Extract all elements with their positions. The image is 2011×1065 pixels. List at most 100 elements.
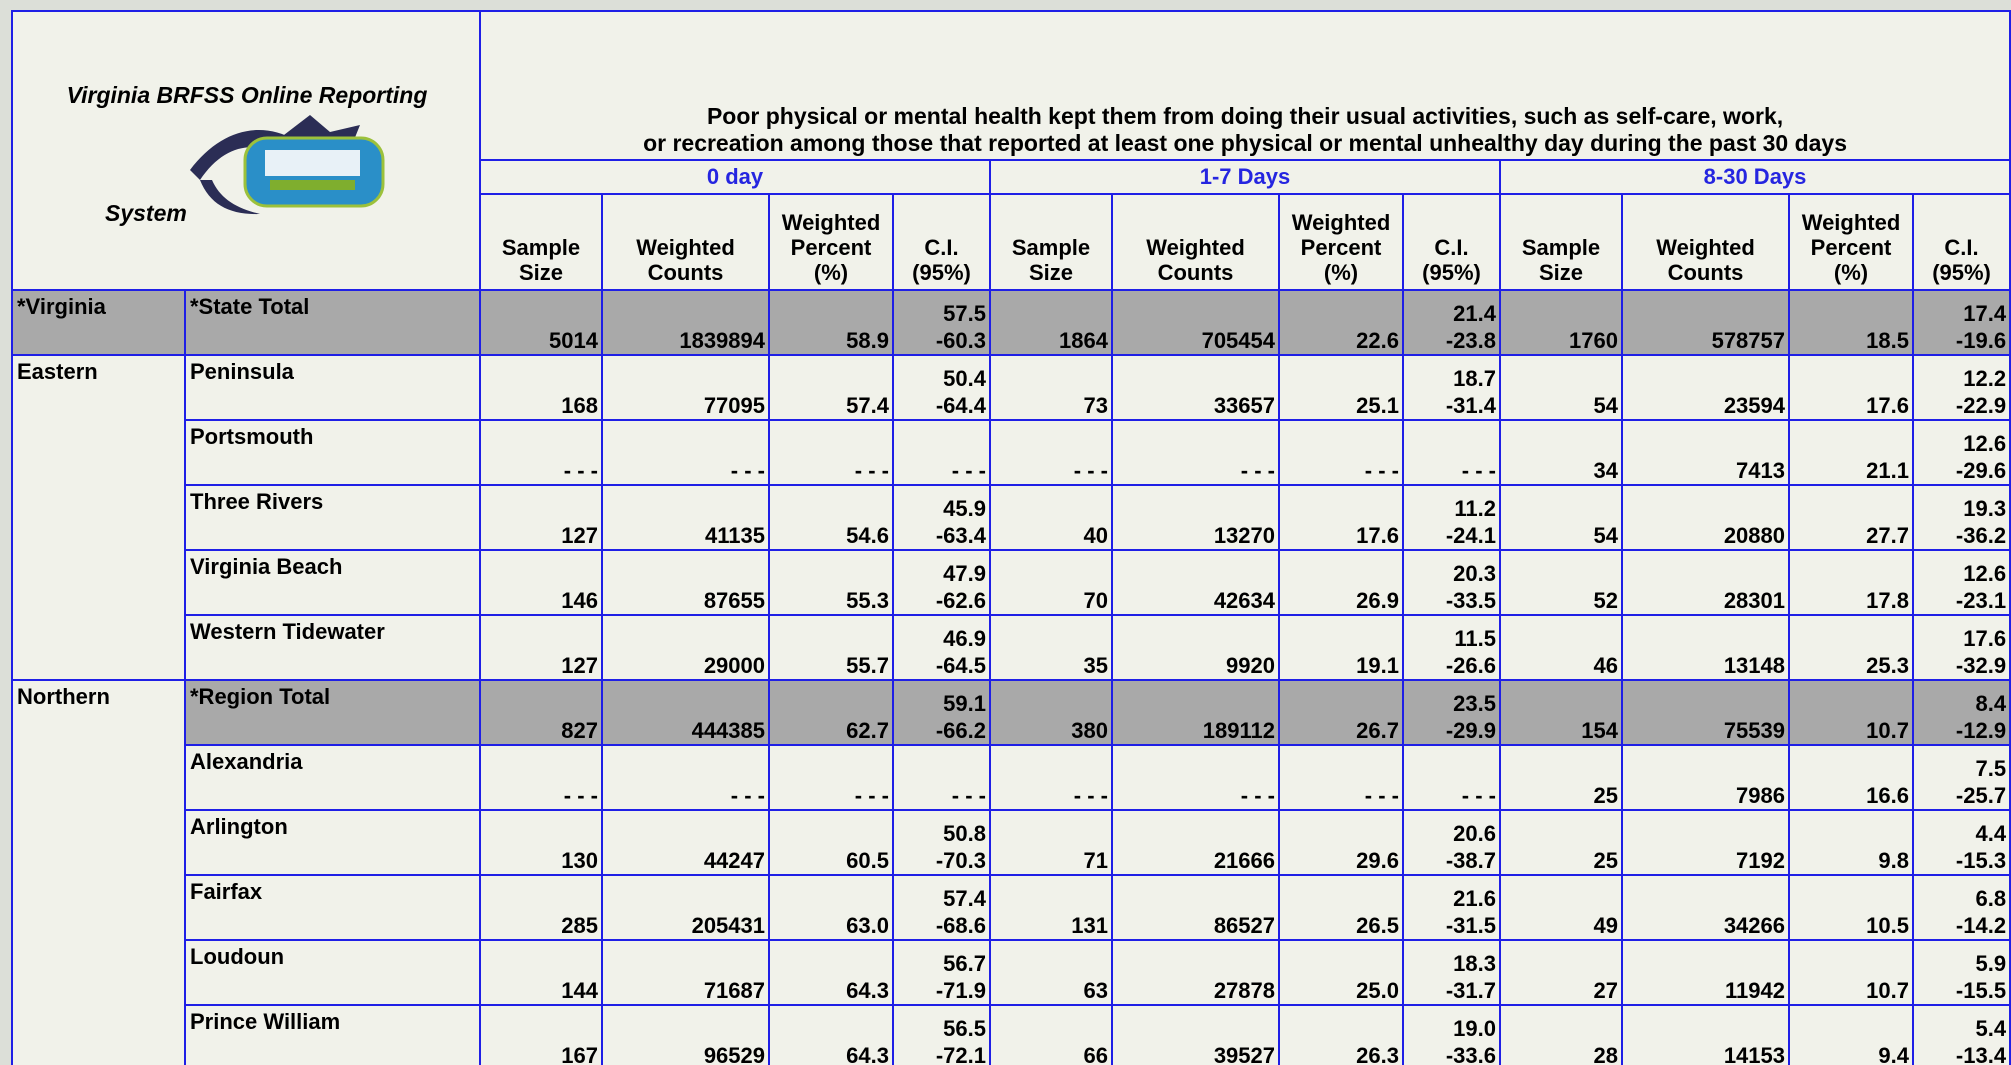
ci-cell: - - -: [892, 744, 991, 811]
column-header-line: Sample: [1521, 235, 1601, 260]
value-cell: 578757: [1621, 289, 1790, 356]
value-cell: 33657: [1111, 354, 1280, 421]
data-row: *Virginia *State Total 5014 1839894 58.9 57.5…: [11, 289, 2011, 356]
value-cell: - - -: [1111, 744, 1280, 811]
value-cell: 21666: [1111, 809, 1280, 876]
column-header-line: Weighted: [1291, 210, 1391, 235]
area-cell: Three Rivers: [184, 484, 481, 551]
report: Virginia BRFSS Online Reporting System P…: [11, 10, 2011, 1065]
column-header: Sample Size: [989, 192, 1113, 292]
data-row: Three Rivers 127 41135 54.6 45.9 -63.4 40 13270…: [12, 484, 2011, 551]
ci-cell: 7.5 -25.7: [1911, 744, 2011, 811]
value-cell: - - -: [1111, 419, 1280, 486]
value-cell: 73: [989, 354, 1113, 421]
value-cell: 26.7: [1278, 679, 1404, 746]
value-cell: 29.6: [1278, 809, 1404, 876]
area-cell: Loudoun: [184, 939, 481, 1006]
ci-cell: 19.0 -33.6: [1402, 1004, 1501, 1065]
value-cell: 49: [1499, 874, 1623, 941]
value-cell: 205431: [601, 874, 770, 941]
value-cell: 44247: [601, 809, 770, 876]
ci-line: 11.2: [1454, 496, 1496, 521]
column-header-line: Percent: [790, 235, 872, 260]
data-row: Northern *Region Total 827 444385 62.7 59.1 -6…: [11, 679, 2011, 1065]
column-header-line: (%): [1833, 260, 1869, 285]
value-cell: 27: [1499, 939, 1623, 1006]
ci-line: 7.5: [1975, 756, 2007, 781]
value-cell: 57.4: [768, 354, 894, 421]
ci-cell: 57.4 -68.6: [892, 874, 991, 941]
value-cell: 55.7: [768, 614, 894, 681]
value-cell: 63.0: [768, 874, 894, 941]
value-cell: 26.9: [1278, 549, 1404, 616]
ci-line: -72.1: [935, 1043, 986, 1065]
ci-line: 59.1: [943, 691, 986, 716]
column-header-line: Size: [1028, 260, 1074, 285]
system-title: Virginia BRFSS Online Reporting: [66, 82, 428, 108]
ci-line: -31.5: [1445, 913, 1496, 938]
ci-line: 19.0: [1453, 1016, 1496, 1041]
value-cell: 17.6: [1788, 354, 1914, 421]
region-cell: Eastern: [11, 354, 186, 681]
ci-line: -24.1: [1445, 523, 1496, 548]
column-header-line: (%): [1323, 260, 1359, 285]
ci-cell: 17.6 -32.9: [1911, 614, 2011, 681]
ci-line: 45.9: [943, 496, 986, 521]
column-header: Weighted Counts: [1621, 192, 1790, 292]
value-cell: 18.5: [1788, 289, 1914, 356]
ci-line: 21.6: [1453, 886, 1496, 911]
value-cell: 17.6: [1278, 484, 1404, 551]
data-row: Portsmouth - - -- - -- - -- - -- - -- - -…: [12, 419, 2011, 486]
ci-line: 56.5: [943, 1016, 986, 1041]
area-cell: *State Total: [184, 289, 481, 356]
ci-line: -15.3: [1955, 848, 2007, 873]
value-cell: 34: [1499, 419, 1623, 486]
group-header: 8-30 Days: [1498, 159, 2011, 195]
value-cell: 96529: [601, 1004, 770, 1065]
ci-line: -13.4: [1955, 1043, 2007, 1065]
ci-cell: 45.9 -63.4: [892, 484, 991, 551]
value-cell: 52: [1499, 549, 1623, 616]
ci-cell: 18.7 -31.4: [1402, 354, 1501, 421]
data-row: Arlington 130 44247 60.5 50.8 -70.3 71 21666 29.…: [12, 809, 2011, 876]
column-header-line: (95%): [912, 260, 971, 285]
ci-line: -31.4: [1445, 393, 1496, 418]
value-cell: 131: [989, 874, 1113, 941]
value-cell: 7986: [1621, 744, 1790, 811]
value-cell: 54: [1499, 484, 1623, 551]
data-row: Western Tidewater 127 29000 55.7 46.9 -64.5 35…: [12, 614, 2011, 681]
value-cell: 39527: [1111, 1004, 1280, 1065]
column-header: Weighted Percent (%): [1278, 192, 1404, 292]
ci-cell: 6.8 -14.2: [1911, 874, 2011, 941]
system-box: Virginia BRFSS Online Reporting System: [14, 13, 478, 288]
column-header-line: Percent: [1300, 235, 1382, 260]
value-cell: 40: [989, 484, 1113, 551]
group-row: 0 day 1-7 Days 8-30 Days: [12, 159, 2011, 195]
value-cell: - - -: [479, 744, 603, 811]
value-cell: 13148: [1621, 614, 1790, 681]
ci-line: 20.3: [1453, 561, 1496, 586]
ci-line: -19.6: [1955, 328, 2007, 353]
ci-line: -26.6: [1445, 653, 1496, 678]
value-cell: - - -: [1278, 744, 1404, 811]
value-cell: - - -: [601, 744, 770, 811]
value-cell: 25.1: [1278, 354, 1404, 421]
value-cell: 63: [989, 939, 1113, 1006]
ci-line: 19.3: [1963, 496, 2007, 521]
value-cell: 167: [479, 1004, 603, 1065]
column-header: Sample Size: [479, 192, 603, 292]
area-cell: Prince William: [184, 1004, 481, 1065]
value-cell: 127: [479, 484, 603, 551]
system-cell: Virginia BRFSS Online Reporting System: [11, 10, 481, 291]
report-table: Virginia BRFSS Online Reporting System P…: [11, 10, 2011, 1065]
value-cell: 13270: [1111, 484, 1280, 551]
value-cell: - - -: [601, 419, 770, 486]
ci-line: 17.6: [1963, 626, 2007, 651]
ci-line: -36.2: [1955, 523, 2007, 548]
ci-cell: 12.2 -22.9: [1911, 354, 2011, 421]
ci-cell: 20.3 -33.5: [1402, 549, 1501, 616]
column-header-line: Sample: [1011, 235, 1091, 260]
ci-line: -64.4: [935, 393, 986, 418]
column-header-line: C.I.: [924, 235, 959, 260]
value-cell: 58.9: [768, 289, 894, 356]
